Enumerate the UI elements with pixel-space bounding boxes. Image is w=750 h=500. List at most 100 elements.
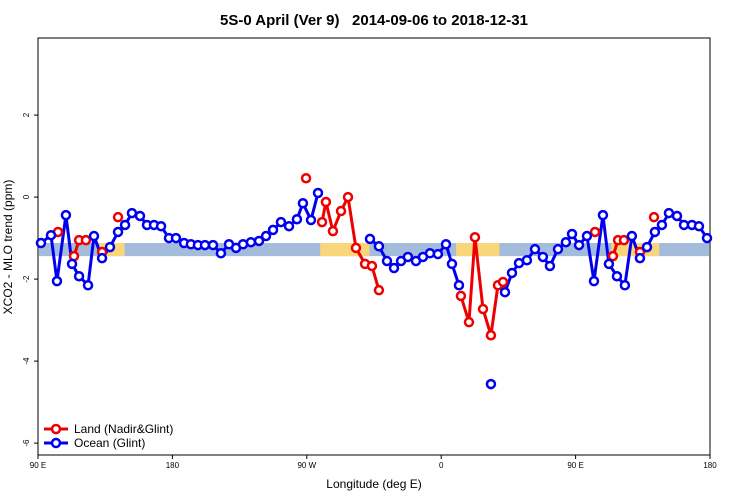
data-point <box>671 210 683 222</box>
data-point <box>499 286 511 298</box>
data-point <box>66 258 78 270</box>
band-highlight <box>456 243 500 257</box>
data-point <box>82 279 94 291</box>
data-point <box>215 248 227 259</box>
data-point <box>402 251 414 263</box>
data-point <box>245 236 257 248</box>
data-point <box>300 172 312 184</box>
data-point <box>275 216 287 228</box>
data-point <box>521 254 533 266</box>
data-point <box>80 234 92 246</box>
data-point <box>641 241 653 253</box>
legend-label: Land (Nadir&Glint) <box>74 422 173 436</box>
data-point <box>581 230 593 242</box>
legend-label: Ocean (Glint) <box>74 436 145 450</box>
data-point <box>381 255 393 267</box>
data-point <box>544 260 556 272</box>
data-point <box>88 230 100 242</box>
data-point <box>51 275 63 287</box>
data-point <box>199 239 211 251</box>
data-point <box>373 241 385 252</box>
data-point <box>283 220 295 232</box>
data-point <box>597 209 609 221</box>
x-tick-label: 0 <box>439 461 444 470</box>
data-point <box>73 270 85 282</box>
data-point <box>335 205 347 217</box>
data-point <box>611 270 623 282</box>
data-point <box>60 209 72 221</box>
data-point <box>432 248 444 260</box>
data-point <box>537 251 549 263</box>
x-tick-label: 180 <box>703 461 717 470</box>
data-point <box>619 279 631 291</box>
data-point <box>126 207 138 219</box>
data-point <box>104 241 116 253</box>
data-point <box>253 235 265 247</box>
legend-marker <box>50 437 62 449</box>
data-point <box>506 267 518 279</box>
data-point <box>497 276 509 288</box>
data-point <box>440 238 452 250</box>
data-point <box>529 243 541 255</box>
y-tick-label: -4 <box>22 357 31 365</box>
data-point <box>96 252 108 264</box>
data-point <box>45 229 57 241</box>
data-point <box>485 378 497 390</box>
data-point <box>453 279 465 291</box>
data-point <box>603 258 615 270</box>
data-point <box>560 236 572 248</box>
x-axis-title: Longitude (deg E) <box>326 477 421 491</box>
data-point <box>155 220 167 232</box>
data-point <box>589 226 601 238</box>
data-point <box>607 250 619 262</box>
data-point <box>469 232 481 243</box>
x-tick-label: 90 W <box>297 461 316 470</box>
data-point <box>119 219 131 231</box>
y-tick-label: -2 <box>22 275 31 283</box>
data-point <box>134 210 146 222</box>
data-point <box>305 214 317 226</box>
data-point <box>648 211 660 223</box>
data-point <box>350 242 362 254</box>
data-point <box>260 230 272 242</box>
data-point <box>649 226 661 238</box>
data-point <box>366 260 378 272</box>
data-point <box>455 290 467 302</box>
data-point <box>320 196 332 208</box>
y-tick-label: 0 <box>22 194 31 199</box>
data-point <box>267 224 279 236</box>
data-point <box>373 284 385 296</box>
data-point <box>618 234 630 246</box>
data-point <box>112 211 124 223</box>
data-point <box>312 187 324 199</box>
data-point <box>626 230 638 242</box>
data-point <box>701 232 713 244</box>
data-point <box>663 207 675 219</box>
data-point <box>207 239 219 251</box>
data-point <box>634 252 646 264</box>
data-point <box>112 226 124 238</box>
data-point <box>477 303 489 315</box>
data-point <box>388 262 400 274</box>
data-point <box>566 228 578 240</box>
legend-box <box>40 419 180 453</box>
chart-title: 5S-0 April (Ver 9) 2014-09-06 to 2018-12… <box>220 12 528 29</box>
band-highlight <box>320 243 370 257</box>
y-axis-title: XCO2 - MLO trend (ppm) <box>1 180 15 315</box>
data-point <box>463 316 475 328</box>
data-point <box>170 232 182 244</box>
data-point <box>485 330 497 341</box>
data-point <box>35 237 47 249</box>
data-point <box>588 275 600 287</box>
data-point <box>552 243 564 255</box>
x-tick-label: 180 <box>166 461 180 470</box>
data-point <box>364 233 376 245</box>
data-point <box>297 197 309 209</box>
data-point <box>342 191 354 203</box>
legend-marker <box>50 423 62 435</box>
x-tick-label: 90 E <box>30 461 46 470</box>
data-point <box>656 219 668 231</box>
data-point <box>573 239 585 251</box>
data-point <box>291 213 303 225</box>
